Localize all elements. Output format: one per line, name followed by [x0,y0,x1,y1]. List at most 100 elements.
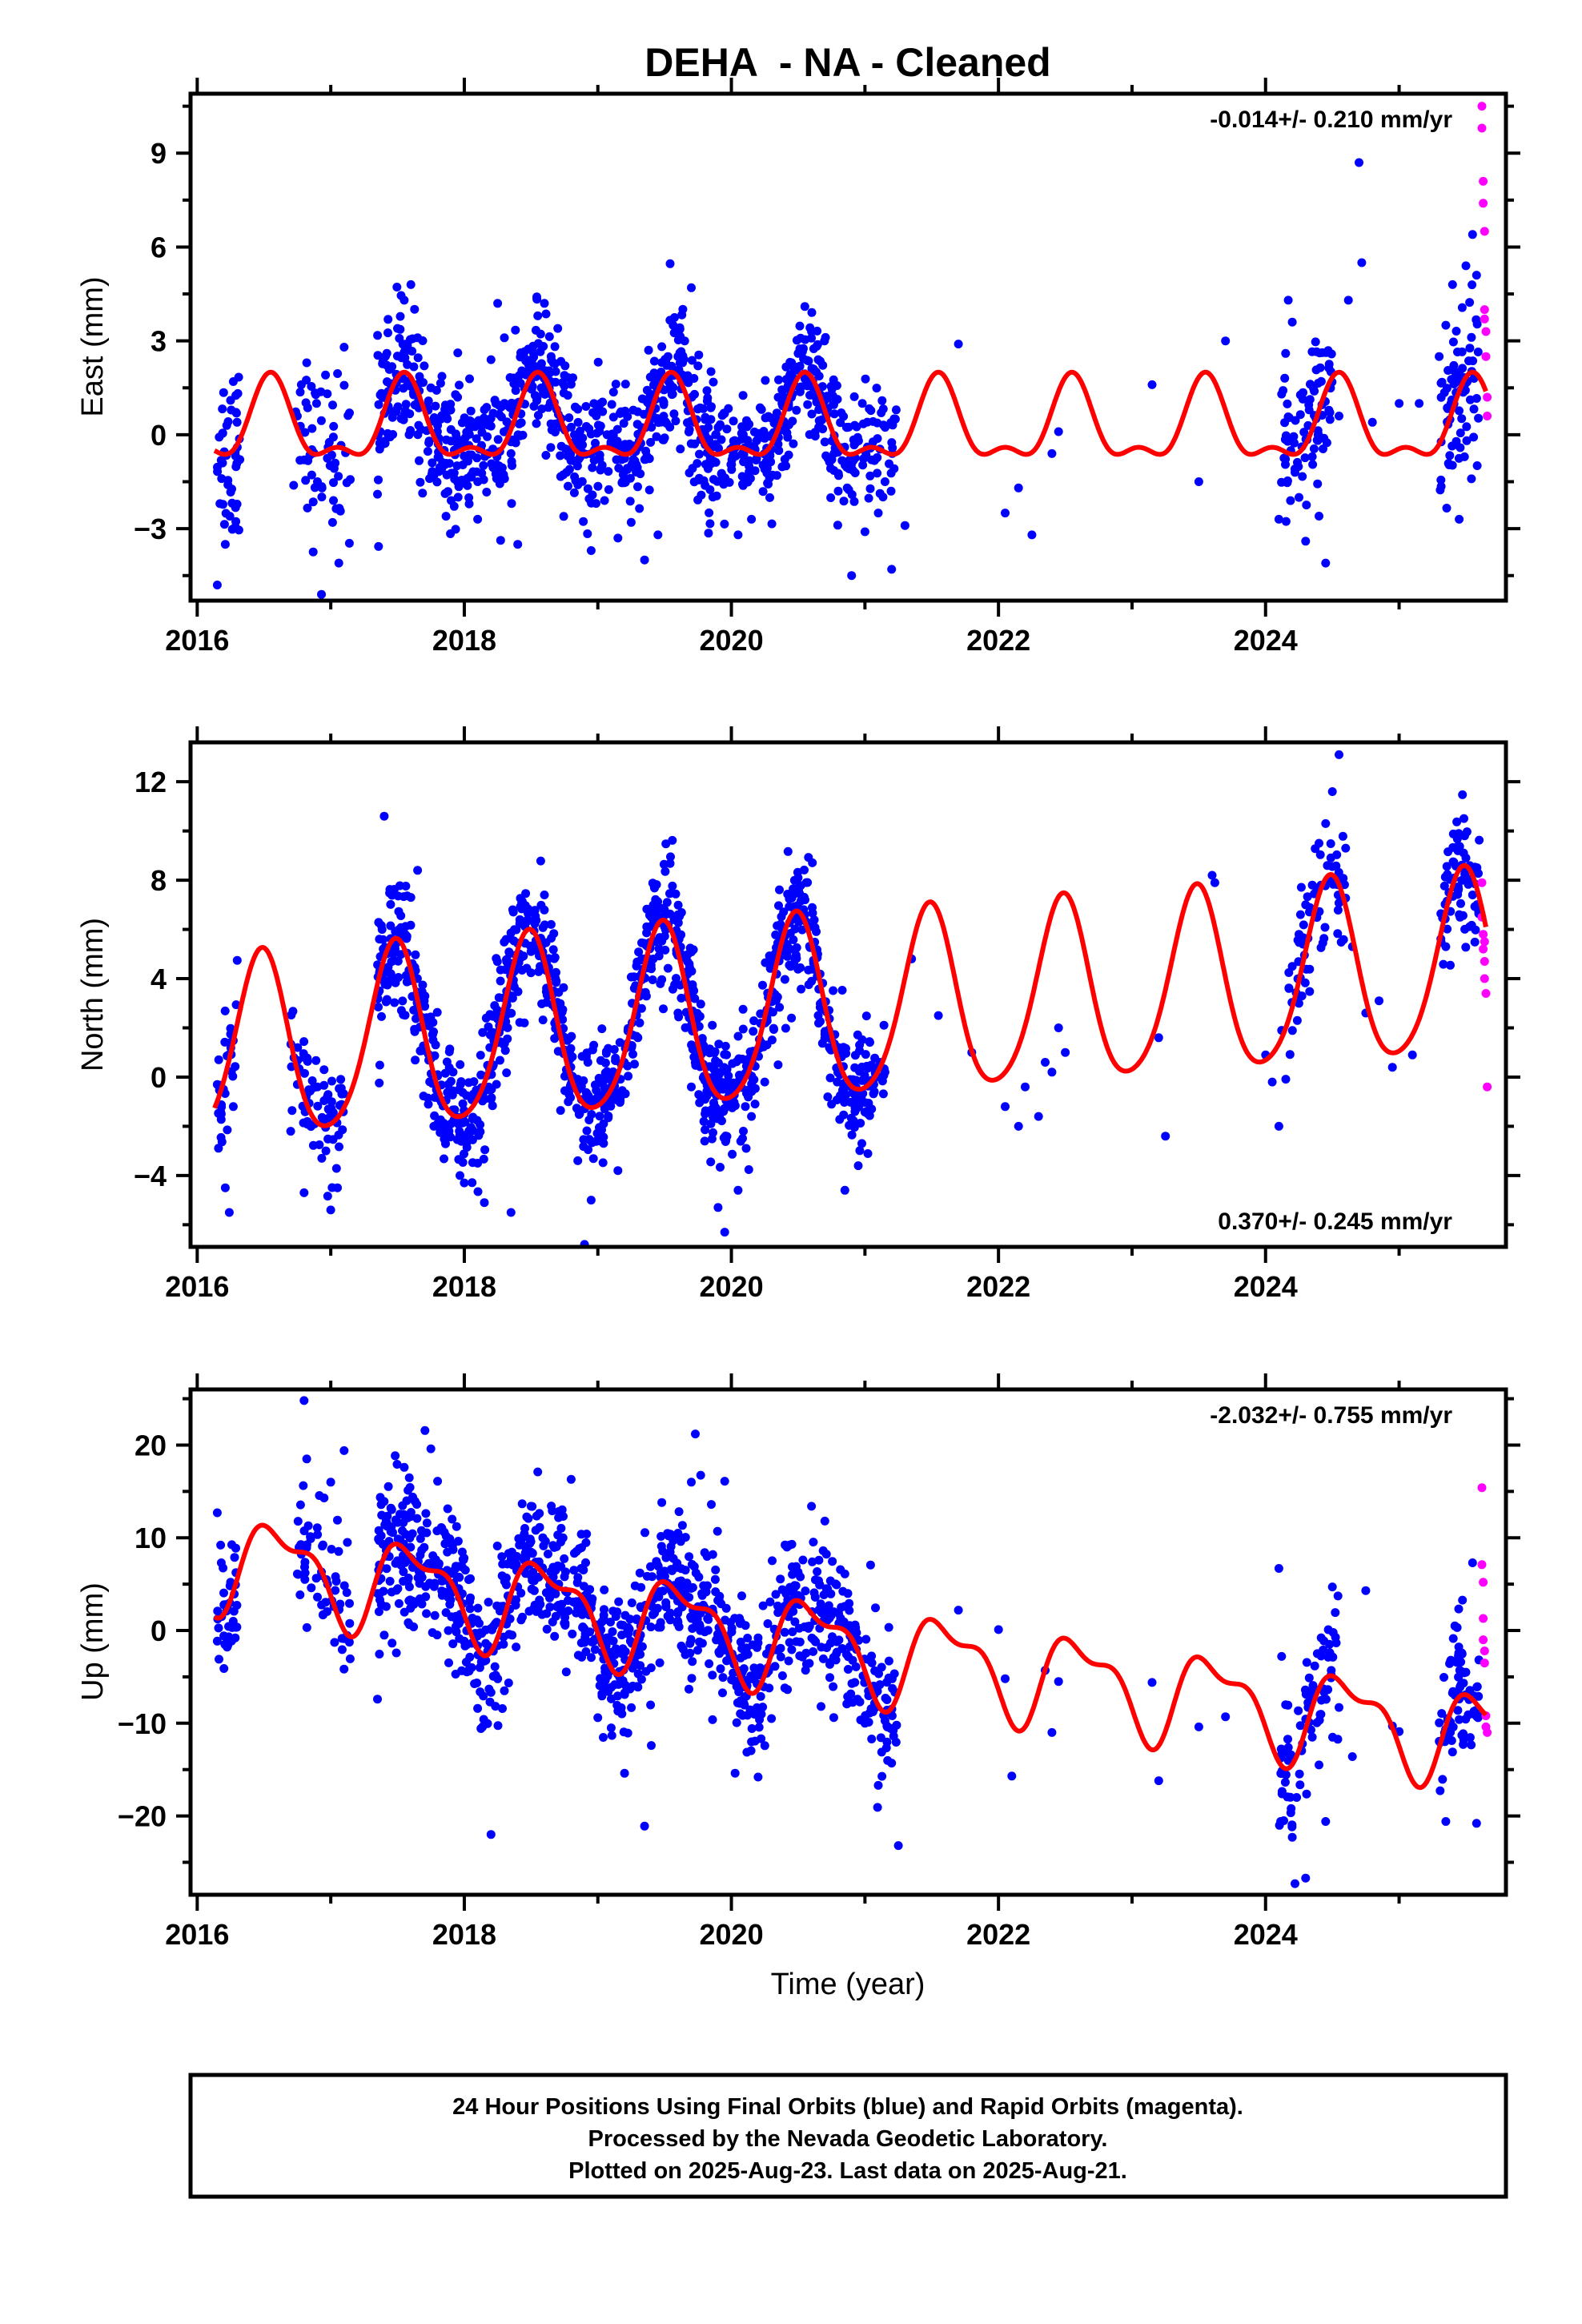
north-final-point [288,1007,298,1016]
east-final-point [1277,389,1287,399]
up-final-point [422,1518,432,1528]
up-final-point [333,1515,342,1525]
up-final-point [647,1741,656,1751]
east-final-point [303,503,312,513]
east-final-point [640,555,649,565]
east-final-point [709,377,718,387]
east-final-point [880,477,889,486]
east-final-point [400,296,409,305]
east-final-point [595,455,604,464]
east-final-point [873,509,883,518]
east-final-point [618,477,627,487]
north-final-point [458,1099,468,1108]
up-final-point [785,1638,794,1647]
up-final-point [829,1713,838,1723]
east-final-point [1447,279,1457,289]
north-final-point [506,1208,516,1217]
north-final-point [783,846,793,856]
up-final-point [216,1558,226,1567]
east-final-point [765,493,774,502]
north-final-point [1341,843,1351,853]
east-final-point [1457,414,1467,424]
north-final-point [410,1027,420,1036]
up-final-point [954,1606,963,1615]
up-final-point [636,1661,645,1671]
east-final-point [879,420,888,430]
up-final-point [326,1478,335,1487]
up-final-point [527,1548,536,1558]
up-final-point [760,1741,769,1751]
up-final-point [688,1657,697,1667]
north-final-point [642,904,652,914]
east-final-point [782,428,792,437]
east-final-point [1436,378,1446,388]
east-final-point [329,478,338,488]
east-final-point [390,406,400,416]
east-final-point [1283,399,1292,408]
north-final-point [1207,870,1217,880]
north-final-point [375,935,384,944]
up-final-point [318,1610,327,1620]
north-y-tick-label: 0 [151,1061,167,1094]
east-final-point [218,458,227,468]
east-final-point [400,340,410,349]
north-final-point [850,1051,860,1060]
up-final-point [215,1655,223,1664]
up-final-point [484,1684,494,1694]
north-final-point [624,1072,633,1081]
north-final-point [601,1048,611,1058]
north-final-point [1452,834,1462,844]
north-final-point [749,1016,759,1026]
east-final-point [714,444,723,453]
up-final-point [525,1538,535,1548]
up-final-point [437,1590,447,1600]
north-final-point [1294,999,1303,1008]
up-final-point [227,1540,236,1550]
east-final-point [311,399,321,408]
east-final-point [313,477,322,486]
up-final-point [636,1675,646,1684]
north-final-point [303,1056,312,1066]
east-final-point [1281,460,1290,469]
up-final-point [391,1451,400,1461]
east-final-point [564,413,574,423]
north-final-point [1333,906,1343,915]
up-final-point [801,1586,810,1596]
north-final-point [615,1038,624,1047]
north-final-point [695,1011,705,1021]
up-final-point [1315,1760,1323,1770]
up-final-point [673,1529,683,1538]
up-final-point [613,1647,623,1657]
east-final-point [812,341,821,351]
east-final-point [826,464,835,473]
east-final-point [1280,373,1290,383]
east-final-point [818,424,828,434]
east-final-point [1304,400,1314,410]
east-final-point [1274,514,1283,524]
north-final-point [1316,943,1326,952]
north-final-point [559,983,568,992]
up-final-point [713,1526,722,1536]
north-final-point [1284,983,1294,993]
up-final-point [388,1528,397,1538]
north-final-point [869,1087,879,1096]
north-rapid-point [1481,989,1491,998]
north-final-point [794,917,804,927]
up-final-point [600,1585,609,1594]
east-final-point [1314,429,1323,439]
up-final-point [837,1602,846,1612]
up-final-point [1459,1679,1468,1688]
up-final-point [1294,1706,1303,1715]
east-final-point [395,334,404,343]
east-final-point [729,416,738,426]
up-final-point [568,1629,577,1638]
up-final-point [1438,1775,1447,1784]
north-final-point [456,1136,466,1146]
east-rapid-point [1477,123,1487,133]
up-final-point [344,1638,354,1647]
north-final-point [216,1109,226,1119]
north-rapid-point [1479,930,1488,939]
east-final-point [649,356,659,366]
north-final-point [287,1106,297,1116]
up-final-point [656,1542,666,1551]
